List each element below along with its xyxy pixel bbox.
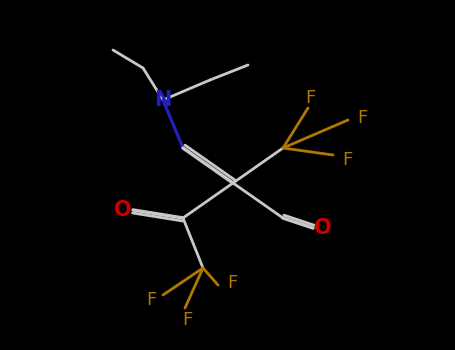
Text: O: O	[314, 218, 332, 238]
Text: F: F	[357, 109, 367, 127]
Text: F: F	[146, 291, 156, 309]
Text: O: O	[114, 200, 132, 220]
Text: F: F	[305, 89, 315, 107]
Text: N: N	[154, 90, 172, 110]
Text: F: F	[182, 311, 192, 329]
Text: F: F	[342, 151, 352, 169]
Text: F: F	[227, 274, 237, 292]
